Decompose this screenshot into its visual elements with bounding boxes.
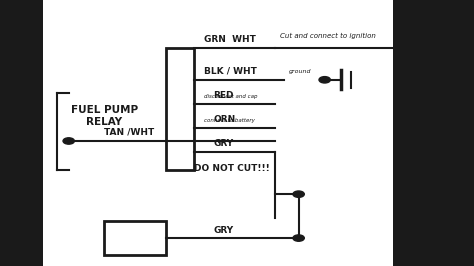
Bar — [166, 48, 194, 170]
Bar — [104, 221, 166, 255]
Circle shape — [293, 235, 304, 241]
Text: BLK / WHT: BLK / WHT — [204, 67, 257, 76]
Circle shape — [319, 77, 330, 83]
Circle shape — [63, 138, 74, 144]
Text: ground: ground — [289, 69, 311, 74]
Circle shape — [293, 191, 304, 197]
Text: DO NOT CUT!!!: DO NOT CUT!!! — [194, 164, 270, 173]
Text: GRY: GRY — [213, 139, 233, 148]
Text: Cut and connect to ignition: Cut and connect to ignition — [280, 32, 375, 39]
Text: FUEL PUMP
RELAY: FUEL PUMP RELAY — [71, 105, 138, 127]
Text: disconnect and cap: disconnect and cap — [204, 94, 257, 99]
Bar — [43, 0, 393, 266]
Text: GRN  WHT: GRN WHT — [204, 35, 255, 44]
Text: ORN: ORN — [213, 115, 236, 124]
Text: TAN /WHT: TAN /WHT — [104, 128, 155, 137]
Text: GRY: GRY — [213, 226, 233, 235]
Text: connect to battery: connect to battery — [204, 118, 255, 123]
Text: RED: RED — [213, 91, 234, 100]
